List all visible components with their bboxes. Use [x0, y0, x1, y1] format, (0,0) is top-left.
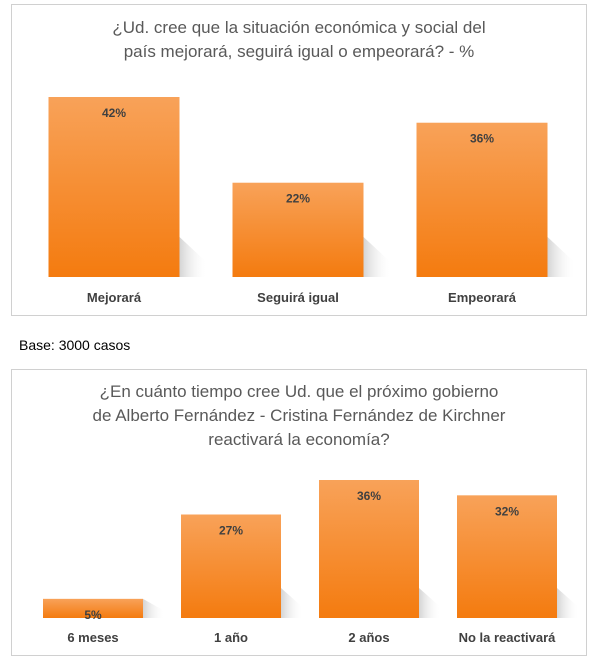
category-label: Seguirá igual [257, 290, 339, 305]
bar-shadow [281, 588, 303, 618]
data-label: 27% [219, 524, 243, 538]
data-label: 22% [286, 192, 310, 206]
chart-title-line: país mejorará, seguirá igual o empeorará… [123, 42, 475, 61]
base-note: Base: 3000 casos [19, 337, 131, 353]
data-label: 36% [470, 132, 494, 146]
chart-title-line: de Alberto Fernández - Cristina Fernánde… [92, 406, 506, 425]
bar [416, 122, 548, 277]
category-label: Empeorará [448, 290, 517, 305]
bar [48, 97, 180, 277]
chart-title-line: reactivará la economía? [208, 430, 390, 449]
chart-panel-situacion: ¿Ud. cree que la situación económica y s… [11, 4, 587, 316]
bar-chart-situacion: 42% Mejorará 22% Seguirá igual 36% Empeorará [48, 97, 576, 305]
bar-shadow [363, 237, 392, 277]
bar [457, 495, 557, 618]
bar-shadow [179, 237, 208, 277]
bar [232, 182, 364, 277]
data-label: 42% [102, 106, 126, 120]
bar [181, 514, 281, 618]
category-label: Mejorará [87, 290, 142, 305]
bar [43, 598, 143, 618]
bar-shadow [419, 588, 441, 618]
category-label: No la reactivará [459, 630, 557, 645]
category-label: 6 meses [67, 630, 118, 645]
bar-shadow [547, 237, 576, 277]
chart-panel-reactivacion: ¿En cuánto tiempo cree Ud. que el próxim… [11, 369, 587, 656]
data-label: 5% [84, 608, 102, 622]
chart-title: ¿En cuánto tiempo cree Ud. que el próxim… [12, 380, 586, 452]
chart-title: ¿Ud. cree que la situación económica y s… [12, 16, 586, 64]
chart-title-line: ¿En cuánto tiempo cree Ud. que el próxim… [99, 382, 499, 401]
category-label: 1 año [214, 630, 248, 645]
category-label: 2 años [348, 630, 389, 645]
bar-chart-reactivacion: 5% 6 meses 27% 1 año 36% 2 años 32% No la react… [43, 480, 579, 645]
data-label: 32% [495, 504, 519, 518]
bar [319, 480, 419, 618]
data-label: 36% [357, 489, 381, 503]
bar-shadow [557, 588, 579, 618]
chart-title-line: ¿Ud. cree que la situación económica y s… [112, 18, 486, 37]
bar-shadow [143, 598, 165, 618]
